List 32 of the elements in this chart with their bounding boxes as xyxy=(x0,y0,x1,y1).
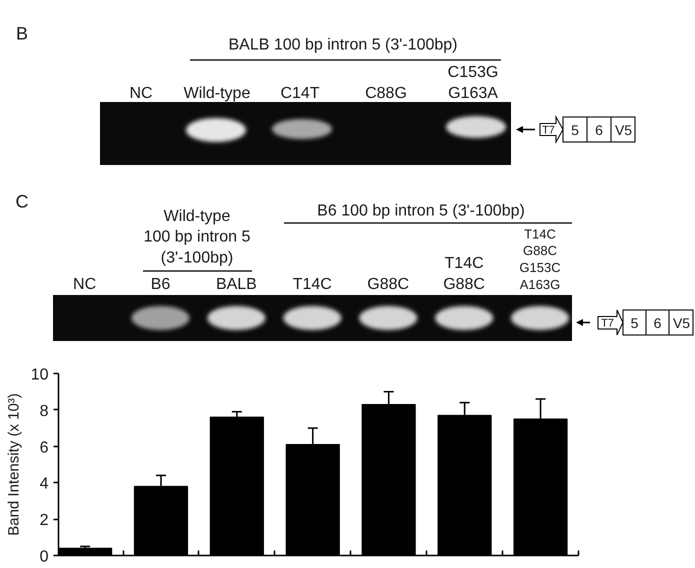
y-tick-label: 0 xyxy=(40,548,49,566)
text: C88G xyxy=(365,85,407,102)
x-tick-label: T14C G88C G153C A163G xyxy=(519,226,561,292)
text: T7 xyxy=(601,318,614,330)
text: NC xyxy=(129,85,153,102)
text: 6 xyxy=(595,122,604,138)
y-tick-label: 8 xyxy=(40,402,49,420)
text: T7 xyxy=(542,124,555,136)
y-axis-title: Band Intensity (x 10³) xyxy=(6,393,23,536)
text: B6 100 bp intron 5 (3'-100bp) xyxy=(317,202,525,220)
text: C xyxy=(16,192,28,212)
y-tick-label: 2 xyxy=(40,512,49,530)
text: BALB 100 bp intron 5 (3'-100bp) xyxy=(228,36,458,54)
text: 5 xyxy=(630,315,639,331)
x-tick-label: T14C xyxy=(292,276,332,293)
x-tick-label: BALB xyxy=(216,276,257,293)
x-tick-label: NC xyxy=(73,276,96,293)
text: C153G G163A xyxy=(448,64,498,102)
text: 5 xyxy=(571,122,580,138)
y-tick-label: 4 xyxy=(40,476,49,493)
text: V5 xyxy=(614,122,632,138)
text: V5 xyxy=(672,315,690,331)
text: C14T xyxy=(280,85,320,102)
text: Wild-type 100 bp intron 5 (3'-100bp) xyxy=(144,208,250,266)
text: Wild-type xyxy=(184,85,250,102)
text: 6 xyxy=(654,315,662,331)
y-tick-label: 6 xyxy=(40,439,49,456)
x-tick-label: B6 xyxy=(150,276,170,293)
x-tick-label: G88C xyxy=(367,276,410,293)
y-tick-label: 10 xyxy=(30,366,49,384)
x-tick-label: T14C G88C xyxy=(443,255,485,293)
text: B xyxy=(16,24,28,44)
